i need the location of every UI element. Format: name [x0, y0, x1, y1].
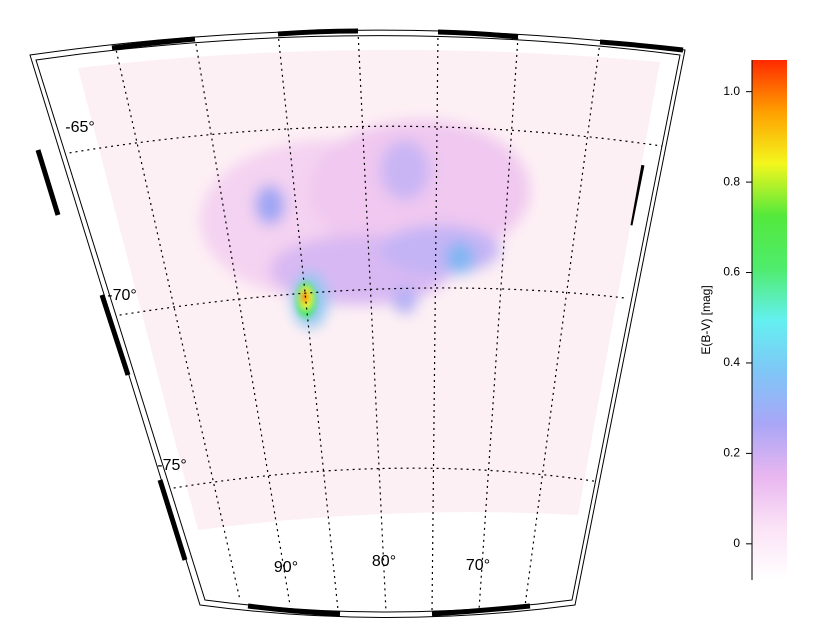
lat-label: -65°: [65, 119, 95, 136]
lon-label: 70°: [466, 557, 490, 574]
tick-label: 1.0: [723, 84, 740, 98]
dust-peak: [296, 282, 316, 318]
colorbar-label: E(B-V) [mag]: [699, 285, 713, 354]
colorbar-scale: [752, 60, 787, 580]
map-frame-inner: [35, 35, 681, 613]
lon-label: 90°: [274, 559, 298, 576]
lon-label: 80°: [372, 553, 396, 570]
graticule: [39, 33, 676, 613]
tick-label: 0: [733, 536, 740, 550]
map: -65° -70° -75° 90° 80° 70°: [29, 28, 686, 618]
lat-label: -75°: [157, 457, 187, 474]
tick-label: 0.8: [723, 174, 740, 188]
tick-label: 0.4: [723, 355, 740, 369]
colorbar: E(B-V) [mag] 0 0.2 0.4 0.6 0.8 1.0: [699, 60, 787, 580]
tick-label: 0.2: [723, 446, 740, 460]
lat-label: -70°: [107, 287, 137, 304]
dust-features: [200, 120, 530, 328]
tick-label: 0.6: [723, 265, 740, 279]
